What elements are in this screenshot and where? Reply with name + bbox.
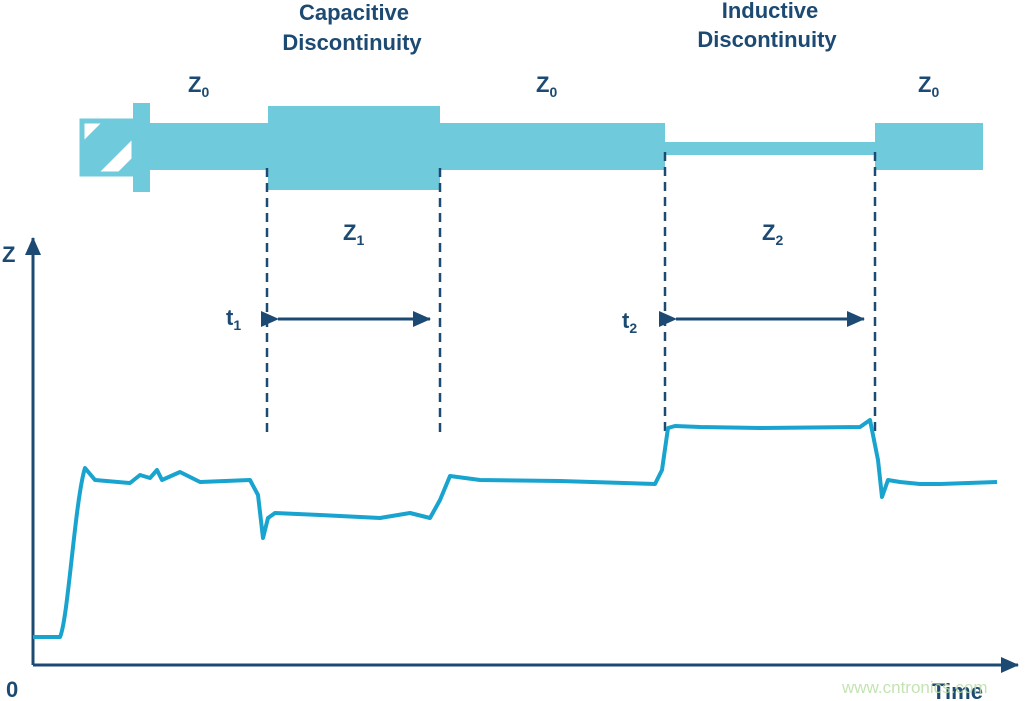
x-axis-label: Time — [932, 679, 983, 701]
impedance-trace — [33, 418, 998, 639]
impedance-label: Z0 — [918, 72, 939, 100]
impedance-label: Z1 — [343, 220, 364, 248]
y-axis-label: Z — [2, 242, 15, 267]
label: Inductive — [722, 0, 819, 23]
impedance-label: Z0 — [536, 72, 557, 100]
time-label: t2 — [622, 308, 637, 336]
watermark: www.cntronics.com — [841, 678, 987, 697]
impedance-label: Z0 — [188, 72, 209, 100]
label: Capacitive — [299, 0, 409, 25]
label: Discontinuity — [282, 30, 422, 55]
time-label: t1 — [226, 305, 241, 333]
label: Discontinuity — [697, 27, 837, 52]
origin-label: 0 — [6, 677, 18, 701]
impedance-label: Z2 — [762, 220, 783, 248]
transmission-line — [79, 103, 983, 192]
